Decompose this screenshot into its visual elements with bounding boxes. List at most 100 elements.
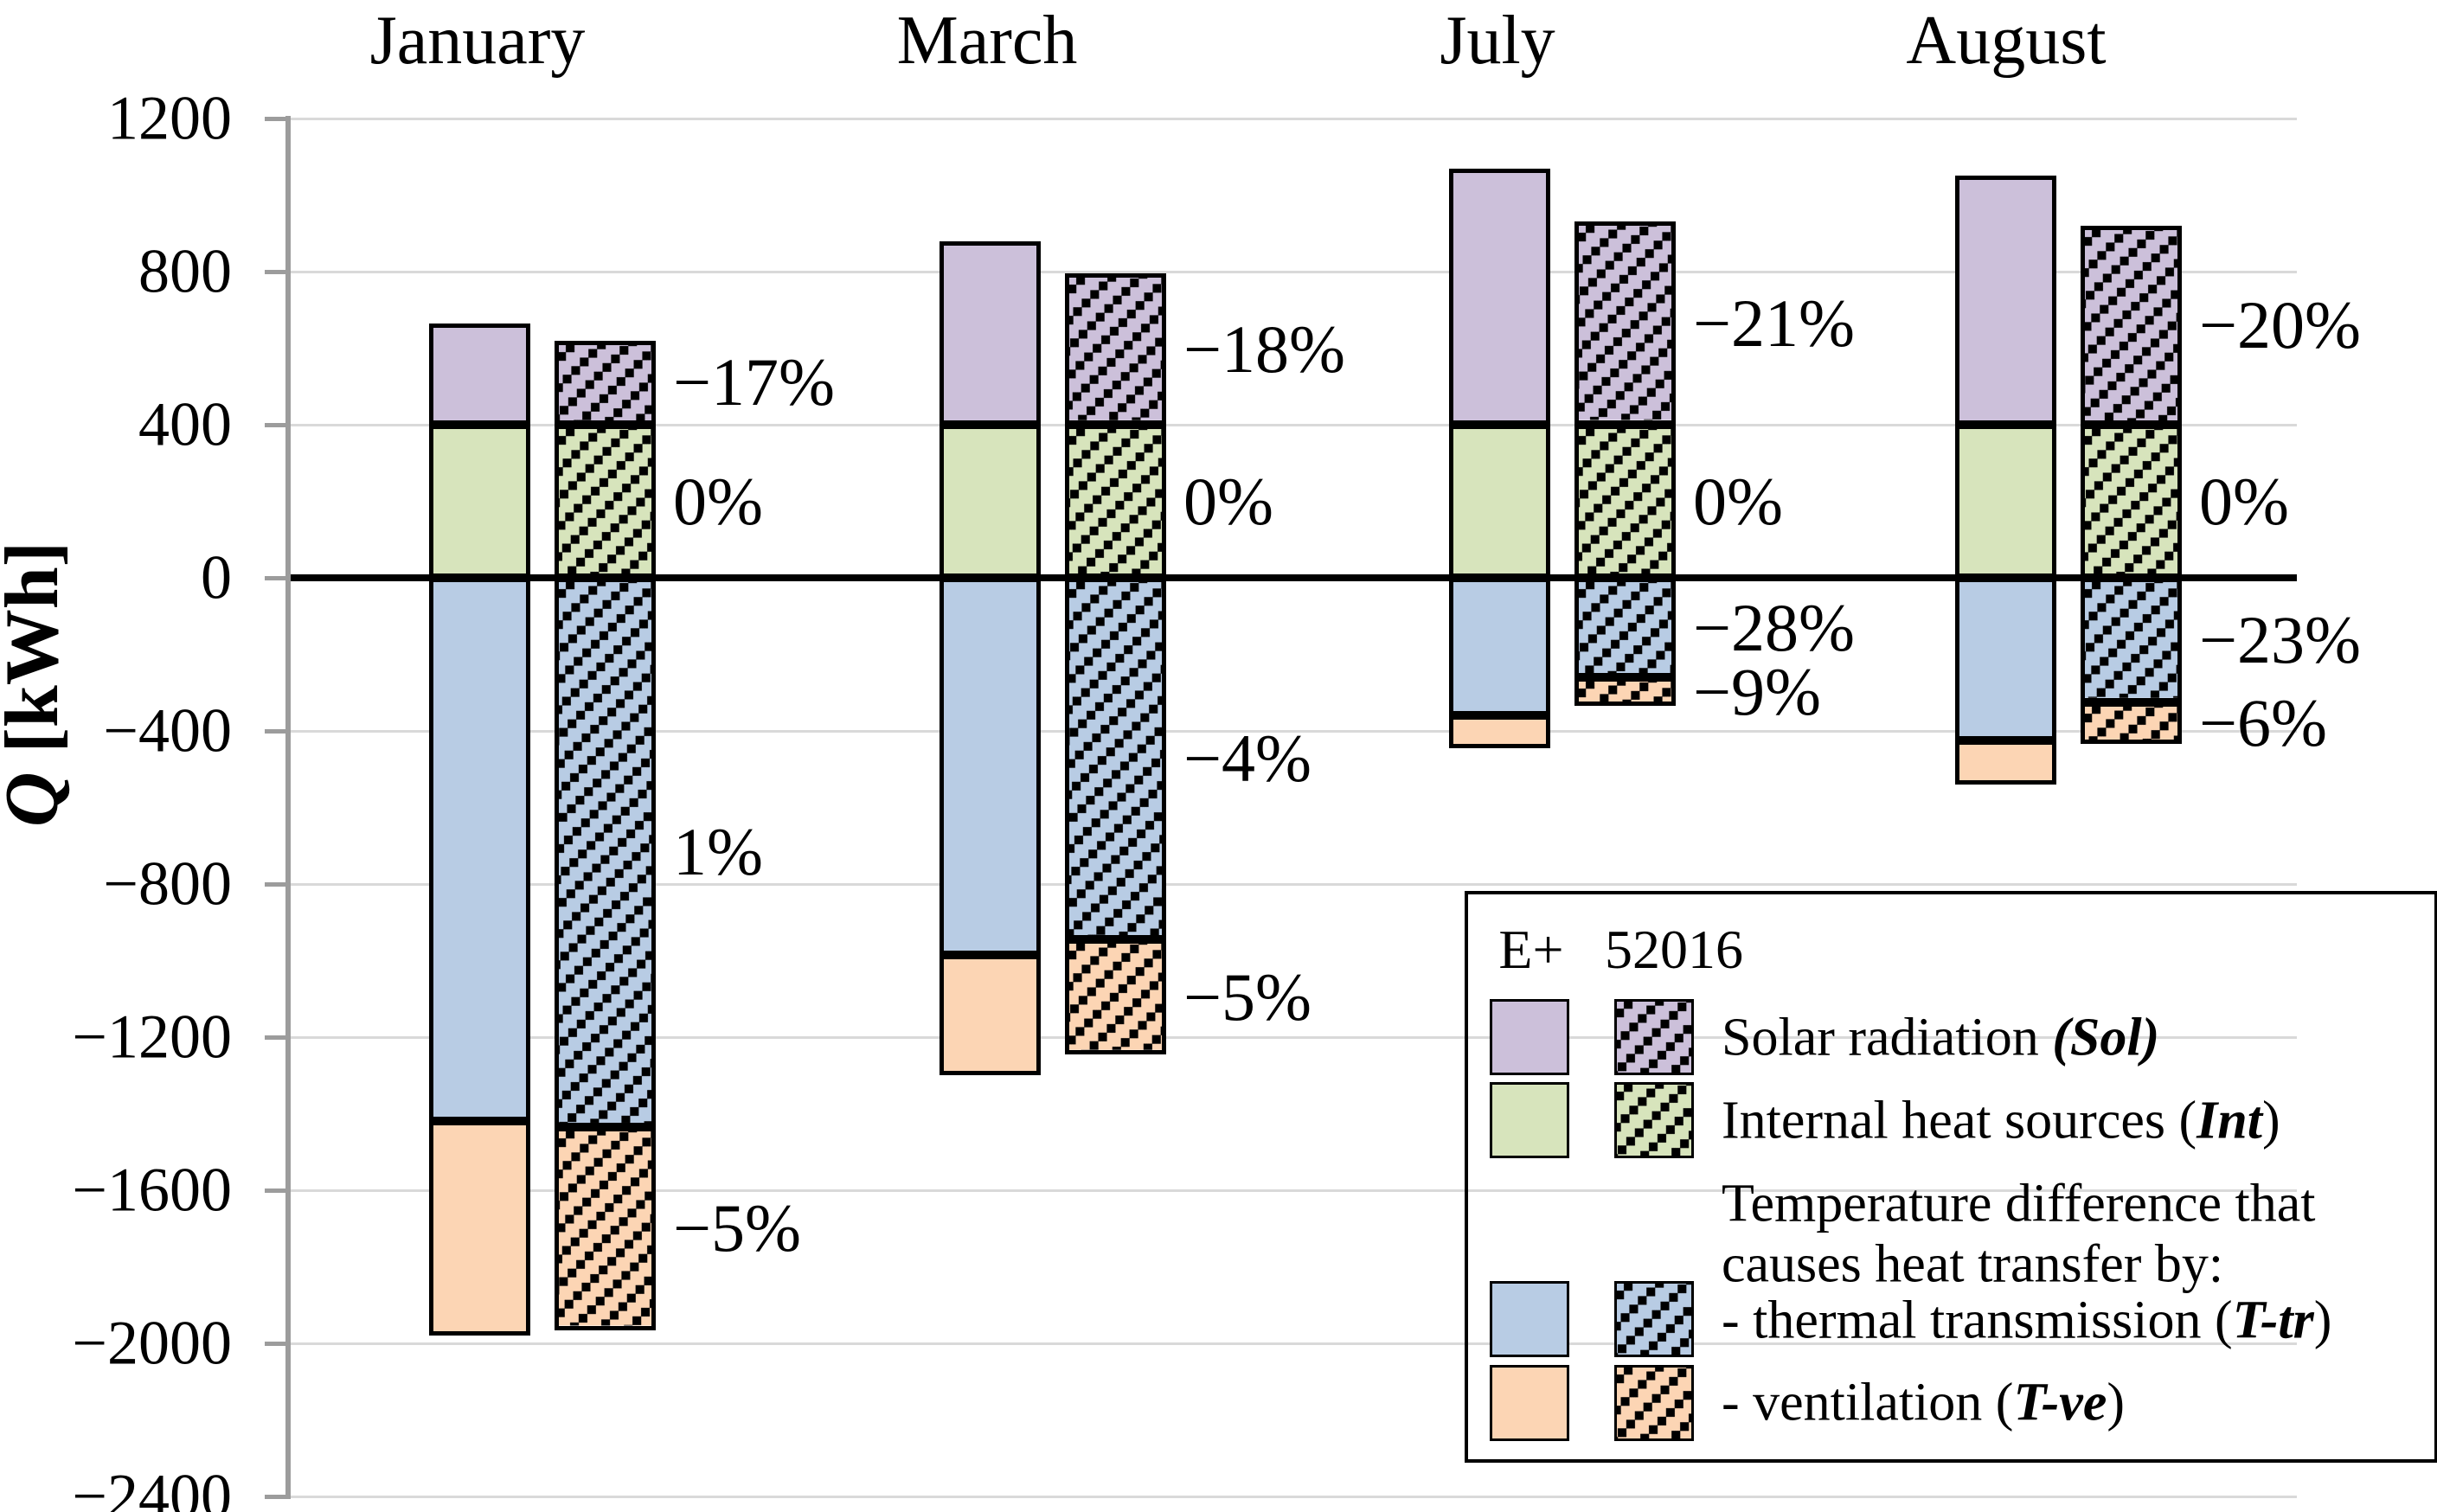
hatch-fill-T-tr <box>559 582 651 1123</box>
hatch-fill-T-ve <box>1069 944 1162 1050</box>
legend-label-run: T-ve <box>2013 1373 2107 1432</box>
y-gridline <box>291 1189 2297 1192</box>
legend-swatch-solid-Sol <box>1490 999 1569 1075</box>
hatch-fill-Sol <box>1617 1002 1691 1073</box>
y-tick <box>265 1035 291 1040</box>
bar-segment-T-ve-solid <box>1449 715 1550 748</box>
y-gridline <box>291 271 2297 273</box>
legend-swatch-solid-T-ve <box>1490 1365 1569 1441</box>
y-tick <box>265 423 291 427</box>
hatch-fill-T-ve <box>1617 1368 1691 1438</box>
legend-label-run: (Sol) <box>2052 1008 2160 1067</box>
legend-label-Int: Internal heat sources (Int) <box>1722 1091 2280 1152</box>
pct-label-T-tr: −23% <box>2199 601 2361 677</box>
legend-label-run: Internal heat sources ( <box>1722 1091 2197 1150</box>
pct-label-T-tr: −4% <box>1183 721 1311 797</box>
legend-label-run: - ventilation ( <box>1722 1373 2014 1432</box>
bar-segment-Int-hatched <box>555 425 656 578</box>
pct-label-Int: 0% <box>1693 463 1783 539</box>
bar-segment-T-ve-hatched <box>1065 939 1166 1054</box>
y-tick <box>265 1188 291 1193</box>
pct-label-Int: 0% <box>2199 463 2289 539</box>
hatch-fill-Sol <box>559 344 651 420</box>
pct-label-Sol: −17% <box>673 344 835 420</box>
y-tick-label: 400 <box>138 389 232 459</box>
y-axis-line <box>285 116 291 1499</box>
hatch-fill-T-ve <box>559 1131 651 1326</box>
y-tick <box>265 270 291 274</box>
hatch-fill-T-tr <box>1579 582 1671 674</box>
month-label: July <box>1440 3 1555 79</box>
bar-segment-Int-hatched <box>1065 425 1166 578</box>
bar-segment-T-tr-hatched <box>555 578 656 1127</box>
legend-label-run: ) <box>2313 1291 2332 1350</box>
hatch-fill-Sol <box>1579 226 1671 420</box>
y-tick <box>265 1342 291 1346</box>
bar-segment-T-tr-solid <box>940 578 1041 955</box>
month-label: August <box>1906 3 2107 79</box>
bar-segment-Int-hatched <box>1574 425 1676 578</box>
legend-note-line: causes heat transfer by: <box>1722 1234 2224 1294</box>
y-gridline <box>291 1496 2297 1498</box>
bar-segment-Sol-solid <box>1955 176 2056 425</box>
bar-segment-T-ve-hatched <box>555 1126 656 1330</box>
hatch-fill-Int <box>559 429 651 573</box>
hatch-fill-T-tr <box>2085 582 2177 698</box>
hatch-fill-Int <box>2085 429 2177 573</box>
bar-segment-T-ve-hatched <box>2081 702 2182 745</box>
legend-label-run: - thermal transmission ( <box>1722 1291 2233 1350</box>
legend-swatch-hatched-Int <box>1614 1082 1694 1158</box>
hatch-fill-Sol <box>1069 278 1162 420</box>
legend-label-run: ) <box>2107 1373 2125 1432</box>
bar-segment-T-ve-solid <box>1955 740 2056 785</box>
pct-label-Sol: −21% <box>1693 285 1855 361</box>
y-tick-label: −2400 <box>72 1461 232 1512</box>
hatch-fill-T-tr <box>1069 582 1162 936</box>
hatch-fill-Int <box>1069 429 1162 573</box>
bar-segment-T-tr-solid <box>1449 578 1550 716</box>
y-tick-label: −800 <box>103 849 232 919</box>
y-tick-label: 800 <box>138 236 232 306</box>
hatch-fill-Sol <box>2085 229 2177 420</box>
y-gridline <box>291 424 2297 426</box>
bar-segment-Int-solid <box>429 425 530 578</box>
month-label: March <box>896 3 1078 79</box>
pct-label-T-ve: −9% <box>1693 653 1821 729</box>
hatch-fill-T-ve <box>1579 682 1671 702</box>
bar-segment-T-tr-solid <box>429 578 530 1122</box>
bar-segment-T-tr-hatched <box>1574 578 1676 678</box>
bar-segment-Sol-hatched <box>2081 225 2182 425</box>
hatch-fill-Int <box>1617 1085 1691 1156</box>
pct-label-T-tr: 1% <box>673 814 763 890</box>
legend-label-run: T-tr <box>2232 1291 2314 1350</box>
bar-segment-T-ve-hatched <box>1574 677 1676 707</box>
pct-label-T-ve: −5% <box>673 1190 801 1266</box>
bar-segment-Sol-hatched <box>1065 273 1166 425</box>
legend-swatch-hatched-Sol <box>1614 999 1694 1075</box>
bar-segment-Sol-solid <box>940 240 1041 425</box>
legend-note-line: Temperature difference that <box>1722 1174 2316 1233</box>
legend-label-T-ve: - ventilation (T-ve) <box>1722 1373 2125 1434</box>
y-axis-title-unit: [kWh] <box>0 541 74 753</box>
bar-segment-Sol-hatched <box>555 340 656 425</box>
hatch-fill-T-tr <box>1617 1284 1691 1355</box>
pct-label-Sol: −20% <box>2199 286 2361 362</box>
y-tick-label: −1600 <box>72 1155 232 1225</box>
legend-label-Sol: Solar radiation (Sol) <box>1722 1008 2159 1069</box>
y-tick-label: −2000 <box>72 1308 232 1378</box>
y-tick <box>265 576 291 580</box>
y-tick <box>265 1495 291 1499</box>
y-axis-title-q: Q <box>0 772 74 827</box>
bar-segment-Sol-hatched <box>1574 221 1676 425</box>
pct-label-Int: 0% <box>1183 463 1273 539</box>
y-tick <box>265 117 291 121</box>
legend-label-T-tr: - thermal transmission (T-tr) <box>1722 1291 2331 1352</box>
pct-label-T-ve: −5% <box>1183 958 1311 1035</box>
y-gridline <box>291 1036 2297 1039</box>
legend-box <box>1465 891 2437 1463</box>
zero-line <box>291 574 2297 581</box>
bar-segment-Int-solid <box>1449 425 1550 578</box>
hatch-fill-Int <box>1579 429 1671 573</box>
month-label: January <box>369 3 586 79</box>
